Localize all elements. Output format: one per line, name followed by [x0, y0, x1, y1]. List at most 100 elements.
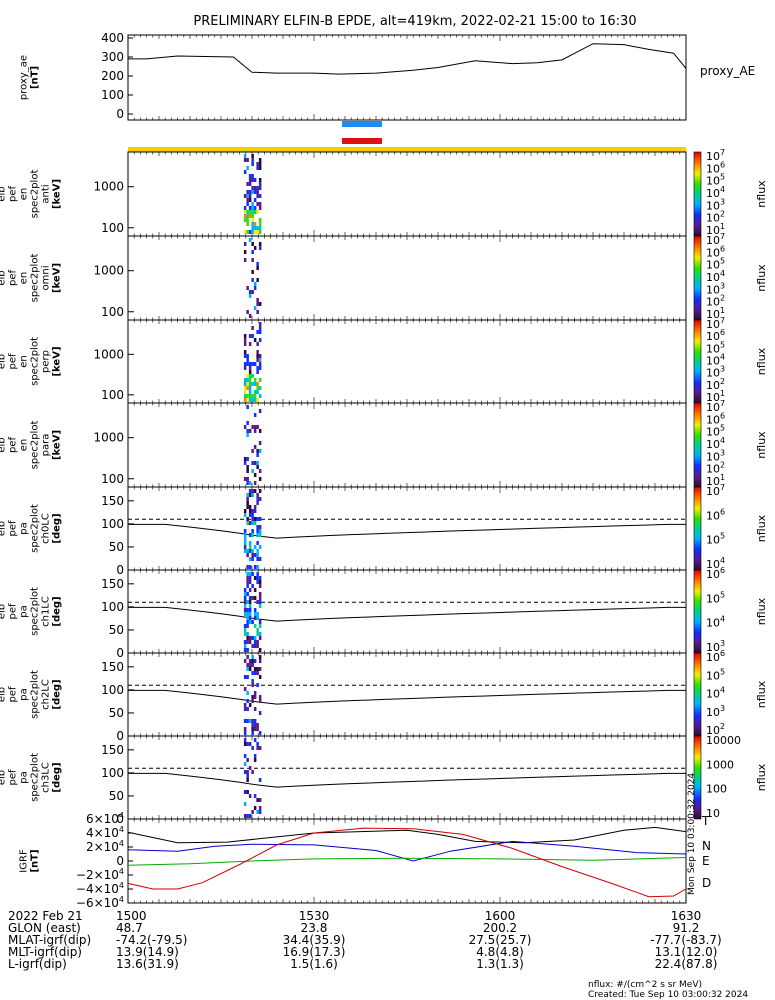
panel-ch1LC-ylabel: spec2plot	[30, 587, 41, 636]
panel-proxy_ae-ytick-label: 0	[116, 107, 124, 121]
panel-ch1LC-pixel	[253, 636, 257, 640]
panel-anti-pixel	[258, 218, 262, 222]
panel-perp-pixel	[251, 382, 254, 386]
footer-row-value: 1.3(1.3)	[476, 957, 524, 971]
panel-ch3LC-pixel	[243, 754, 247, 758]
panel-omni-pixel	[251, 290, 254, 294]
panel-ch0LC-pixel	[251, 557, 254, 561]
panel-ch1LC-pixel	[246, 648, 249, 652]
panel-anti-pixel	[251, 222, 254, 226]
panel-ch1LC-pixel	[256, 616, 259, 620]
panel-perp-ylabel: spec2plot	[30, 337, 41, 386]
panel-anti-pixel	[258, 186, 262, 190]
panel-anti-pixel	[243, 170, 247, 174]
panel-ch1LC-ytick-label: 100	[101, 600, 124, 614]
panel-ch1LC-pixel	[246, 572, 249, 576]
panel-ch2LC-pixel	[246, 655, 249, 659]
panel-igrf-frame	[127, 818, 687, 904]
panel-anti-pixel	[258, 178, 262, 182]
panel-ch1LC-pixel	[253, 640, 257, 644]
panel-ch1LC-pixel	[248, 612, 252, 616]
panel-para-ylabel: para	[41, 434, 52, 457]
panel-ch1LC-pixel	[256, 632, 259, 636]
panel-perp-colorbar-tick: 102	[706, 377, 725, 392]
panel-para-pixel	[246, 429, 249, 433]
panel-ch0LC-ytick-label: 0	[116, 563, 124, 577]
panel-perp-colorbar-tick: 104	[706, 353, 725, 368]
panel-ch1LC-pixel	[251, 620, 254, 624]
panel-ch1LC-pixel	[243, 592, 247, 596]
panel-perp-pixel	[251, 374, 254, 378]
panel-ch2LC-colorbar-tick: 106	[706, 649, 725, 664]
panel-para-frame	[127, 402, 687, 488]
panel-ch3LC-pixel	[253, 738, 257, 742]
panel-proxy_ae-ylabel: proxy_ae	[19, 55, 30, 100]
panel-omni-pixel	[251, 258, 254, 262]
panel-perp-pixel	[253, 394, 257, 398]
panel-ch1LC-pixel	[258, 636, 262, 640]
footer-row-value: 22.4(87.8)	[655, 957, 718, 971]
panel-para-pixel	[248, 481, 252, 485]
panel-para-ylabel: pef	[8, 437, 19, 454]
panel-perp-pixel	[246, 382, 249, 386]
panel-ch0LC-ylabel: [deg]	[52, 513, 63, 543]
panel-ch1LC-pixel	[258, 604, 262, 608]
panel-ch1LC-pixel	[258, 584, 262, 588]
panel-ch2LC-pixel	[253, 707, 257, 711]
panel-ch0LC-pixel	[251, 489, 254, 493]
panel-ch3LC-pixel	[253, 794, 257, 798]
panel-omni-ytick-label: 1000	[93, 264, 124, 278]
panel-igrf-legend-T: T	[701, 814, 710, 828]
panel-ch3LC-pixel	[246, 770, 249, 774]
panel-perp-pixel	[256, 382, 259, 386]
panel-ch0LC-pixel	[253, 565, 257, 569]
panel-ch0LC-pixel	[246, 565, 249, 569]
panel-omni-pixel	[248, 314, 252, 318]
panel-perp-pixel	[256, 390, 259, 394]
panel-ch3LC-ytick-label: 150	[101, 743, 124, 757]
panel-ch2LC-pixel	[246, 707, 249, 711]
panel-perp-colorbar-tick: 103	[706, 365, 725, 380]
panel-ch2LC-pixel	[248, 659, 252, 663]
footer-row-value: 1530	[299, 909, 330, 923]
panel-ch0LC-pixel	[248, 549, 252, 553]
panel-ch1LC-pixel	[246, 580, 249, 584]
panel-anti-pixel	[258, 222, 262, 226]
panel-ch0LC-ylabel: elb	[0, 521, 8, 536]
panel-anti-pixel	[251, 202, 254, 206]
panel-igrf-ytick-label: 4×104	[86, 825, 124, 840]
panel-igrf-series-T	[127, 826, 687, 844]
panel-ch2LC-pixel	[251, 659, 254, 663]
footer-row-value: 48.7	[116, 921, 143, 935]
panel-perp-pixel	[258, 354, 262, 358]
panel-proxy_ae-ytick-label: 300	[101, 50, 124, 64]
panel-anti-pixel	[258, 166, 262, 170]
panel-ch0LC-ytick-label: 100	[101, 517, 124, 531]
panel-omni-pixel	[256, 298, 259, 302]
panel-ch1LC-pixel	[258, 580, 262, 584]
panel-anti-pixel	[246, 198, 249, 202]
panel-para-colorbar-label: nflux	[755, 431, 768, 459]
panel-ch0LC-pixel	[243, 541, 247, 545]
panel-para-colorbar-tick: 106	[706, 411, 725, 426]
panel-ch1LC-pixel	[243, 604, 247, 608]
panel-para-colorbar-tick: 102	[706, 461, 725, 476]
panel-anti-pixel	[248, 210, 252, 214]
panel-ch1LC-pixel	[253, 616, 257, 620]
panel-ch2LC-pixel	[243, 719, 247, 723]
panel-para-pixel	[253, 425, 257, 429]
panel-ch0LC-pixel	[243, 513, 247, 517]
panel-ch0LC-pixel	[243, 549, 247, 553]
panel-perp-pixel	[243, 390, 247, 394]
panel-para-pixel	[243, 425, 247, 429]
panel-ch0LC-pixel	[256, 533, 259, 537]
panel-ch0LC-pixel	[243, 537, 247, 541]
panel-ch0LC-ylabel: ch0LC	[41, 513, 52, 544]
panel-igrf-ytick-label: −4×104	[76, 881, 124, 896]
panel-ch0LC-pixel	[258, 545, 262, 549]
panel-ch3LC-pixel	[253, 806, 257, 810]
panel-ch2LC-pixel	[251, 683, 254, 687]
panel-ch0LC-pixel	[248, 489, 252, 493]
panel-omni-colorbar-tick: 104	[706, 269, 725, 284]
panel-omni-pixel	[253, 246, 257, 250]
